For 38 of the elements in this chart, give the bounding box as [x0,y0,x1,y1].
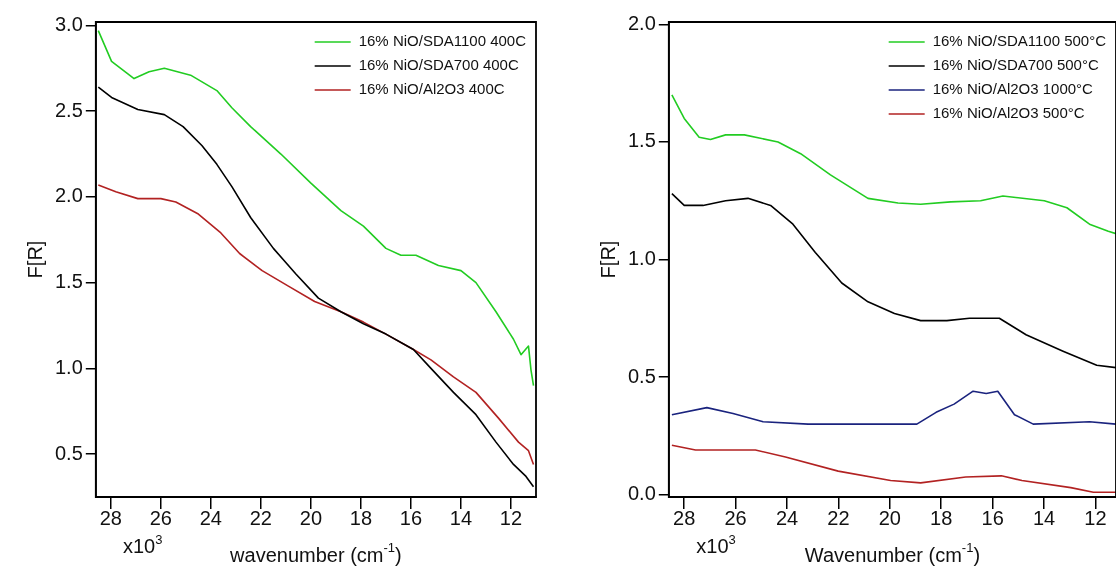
x-tick-label: 28 [99,507,122,530]
x-tick-label: 16 [399,507,423,530]
legend-label: 16% NiO/Al2O3 500°C [932,104,1085,122]
legend-label: 16% NiO/SDA1100 400C [358,32,527,50]
legend-label: 16% NiO/SDA700 500°C [932,56,1099,74]
y-axis-title: F[R] [596,240,619,279]
y-tick-label: 1.0 [627,247,656,270]
x-tick-label: 22 [827,507,850,530]
x-tick-label: 12 [499,507,523,530]
x-tick-label: 14 [449,507,473,530]
x-tick-label: 26 [724,507,747,530]
y-tick-label: 1.5 [54,270,83,293]
x-tick-label: 22 [249,507,272,530]
legend-label: 16% NiO/Al2O3 1000°C [932,80,1094,98]
x-tick-label: 26 [149,507,172,530]
y-axis-title: F[R] [23,240,46,279]
y-tick-label: 0.0 [627,482,656,505]
legend-label: 16% NiO/SDA700 400C [358,56,519,74]
x-tick-label: 24 [199,507,222,530]
y-tick-label: 0.5 [54,441,83,464]
x-tick-label: 20 [299,507,323,530]
y-tick-label: 1.5 [627,129,656,152]
x-tick-label: 14 [1032,507,1056,530]
x-tick-label: 16 [981,507,1004,530]
x-tick-label: 18 [349,507,373,530]
legend-label: 16% NiO/Al2O3 400C [358,80,505,98]
x-tick-label: 20 [878,507,901,530]
y-tick-label: 0.5 [627,364,656,387]
x-tick-label: 24 [775,507,799,530]
x-tick-label: 18 [930,507,953,530]
y-tick-label: 2.0 [54,184,83,207]
y-tick-label: 1.0 [54,355,83,378]
y-tick-label: 2.5 [54,98,83,121]
y-tick-label: 2.0 [627,11,656,34]
x-tick-label: 12 [1084,507,1107,530]
x-tick-label: 28 [673,507,696,530]
y-tick-label: 3.0 [54,12,83,35]
legend-label: 16% NiO/SDA1100 500°C [932,32,1107,50]
